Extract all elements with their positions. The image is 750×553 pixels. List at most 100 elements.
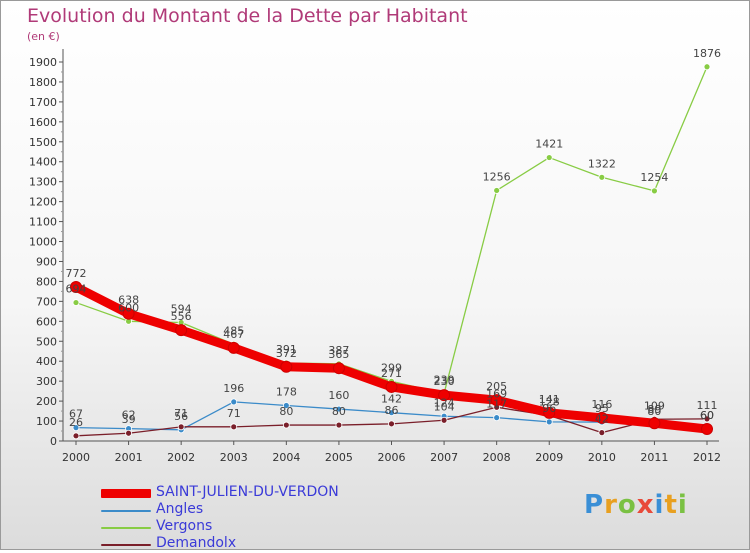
data-label: 141 (539, 393, 560, 406)
data-label: 111 (697, 399, 718, 412)
y-tick-label: 1300 (29, 176, 57, 189)
legend-swatch (101, 527, 151, 529)
x-tick-label: 2001 (115, 451, 143, 464)
data-point (440, 416, 448, 424)
data-label: 160 (328, 389, 349, 402)
x-tick-label: 2010 (588, 451, 616, 464)
data-point (72, 424, 80, 432)
data-label: 96 (542, 402, 556, 415)
y-tick-label: 500 (36, 335, 57, 348)
data-point (388, 409, 395, 417)
data-point (70, 281, 82, 294)
data-point (493, 414, 501, 422)
y-tick-label: 1200 (29, 196, 57, 209)
data-label: 71 (227, 407, 241, 420)
y-tick-label: 200 (36, 395, 57, 408)
data-label: 71 (174, 407, 188, 420)
data-label: 372 (276, 347, 297, 360)
data-label: 1322 (588, 157, 616, 170)
data-label: 205 (486, 380, 507, 393)
data-label: 39 (122, 413, 136, 426)
data-point (545, 154, 553, 161)
data-point (230, 423, 238, 431)
data-label: 128 (539, 395, 560, 408)
data-label: 67 (69, 408, 83, 421)
x-tick-label: 2004 (272, 451, 300, 464)
x-tick-label: 2000 (62, 451, 90, 464)
data-label: 26 (69, 416, 83, 429)
data-label: 124 (434, 396, 455, 409)
data-point (72, 299, 80, 306)
data-label: 62 (122, 409, 136, 422)
data-label: 117 (486, 398, 507, 411)
data-label: 365 (328, 348, 349, 361)
series-layer (70, 63, 713, 440)
data-point (543, 406, 556, 419)
data-label: 86 (385, 404, 399, 417)
logo-letter: x (636, 490, 655, 520)
logo-letter: o (617, 490, 637, 520)
data-point (595, 411, 608, 424)
data-label: 271 (381, 367, 402, 380)
y-tick-label: 300 (36, 375, 57, 388)
data-label: 104 (434, 400, 455, 413)
data-label: 391 (276, 343, 297, 356)
data-point (703, 63, 711, 71)
x-tick-label: 2003 (220, 451, 248, 464)
series-line-vergons (75, 66, 708, 394)
chart-title: Evolution du Montant de la Dette par Hab… (27, 5, 468, 27)
proxiti-logo: Proxiti (584, 490, 688, 520)
data-point (545, 418, 553, 426)
y-tick-label: 1800 (29, 76, 57, 89)
data-label: 56 (174, 410, 188, 423)
data-label: 80 (279, 405, 293, 418)
data-label: 1421 (535, 138, 563, 151)
legend-label: Demandolx (156, 535, 237, 551)
data-label: 142 (381, 393, 402, 406)
data-point (282, 421, 290, 429)
x-tick-label: 2009 (535, 451, 563, 464)
data-point (230, 398, 238, 406)
logo-letter: P (584, 490, 605, 520)
legend-swatch (101, 510, 151, 512)
y-tick-label: 1400 (29, 156, 57, 169)
logo-letter: i (677, 490, 688, 520)
unit-label: (en €) (27, 30, 60, 43)
data-point (335, 405, 343, 413)
data-label: 299 (381, 361, 402, 374)
data-label: 95 (595, 402, 609, 415)
data-label: 1256 (483, 170, 511, 183)
legend-swatch (101, 544, 151, 546)
data-point (651, 187, 658, 195)
data-point (701, 423, 713, 436)
legend-label: Angles (156, 501, 204, 517)
data-label: 60 (700, 409, 714, 422)
data-label: 556 (171, 310, 192, 323)
data-point (72, 432, 80, 440)
data-label: 116 (591, 398, 612, 411)
logo-letter: t (664, 490, 678, 520)
x-tick-label: 2007 (430, 451, 458, 464)
data-label: 80 (332, 405, 346, 418)
data-label: 638 (118, 294, 139, 307)
data-label: 1876 (693, 47, 721, 60)
data-label: 60 (700, 409, 714, 422)
data-label: 80 (647, 405, 661, 418)
data-label: 89 (647, 403, 661, 416)
data-point (598, 173, 606, 181)
data-point (125, 429, 132, 437)
data-label: 42 (595, 413, 609, 426)
data-point (388, 420, 395, 428)
y-tick-label: 100 (36, 415, 57, 428)
data-label: 230 (434, 375, 455, 388)
legend-label: SAINT-JULIEN-DU-VERDON (156, 484, 339, 500)
data-label: 594 (171, 303, 192, 316)
y-tick-label: 1500 (29, 136, 57, 149)
data-point (280, 360, 293, 373)
data-point (648, 417, 661, 430)
y-tick-label: 800 (36, 275, 57, 288)
data-label: 485 (223, 324, 244, 337)
data-point (177, 423, 185, 431)
data-label: 1254 (640, 171, 668, 184)
